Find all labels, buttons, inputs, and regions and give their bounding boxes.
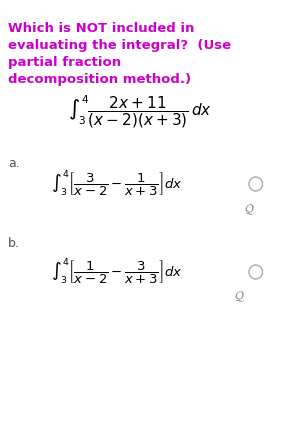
Text: decomposition method.): decomposition method.): [8, 73, 191, 86]
Text: $\mathcal{Q}$: $\mathcal{Q}$: [244, 202, 255, 217]
Text: $\int_{3}^{4} \left[\dfrac{1}{x-2} - \dfrac{3}{x+3}\right]dx$: $\int_{3}^{4} \left[\dfrac{1}{x-2} - \df…: [51, 257, 183, 287]
Text: b.: b.: [8, 237, 20, 250]
Text: evaluating the integral?  (Use: evaluating the integral? (Use: [8, 39, 231, 52]
Text: $\int_{3}^{4} \dfrac{2x + 11}{(x - 2)(x + 3)}\,dx$: $\int_{3}^{4} \dfrac{2x + 11}{(x - 2)(x …: [68, 94, 212, 130]
Text: a.: a.: [8, 157, 20, 170]
Text: $\mathcal{Q}$: $\mathcal{Q}$: [234, 289, 245, 304]
Text: partial fraction: partial fraction: [8, 56, 121, 69]
Text: Which is NOT included in: Which is NOT included in: [8, 22, 194, 35]
Text: $\int_{3}^{4} \left[\dfrac{3}{x-2} - \dfrac{1}{x+3}\right]dx$: $\int_{3}^{4} \left[\dfrac{3}{x-2} - \df…: [51, 169, 183, 199]
